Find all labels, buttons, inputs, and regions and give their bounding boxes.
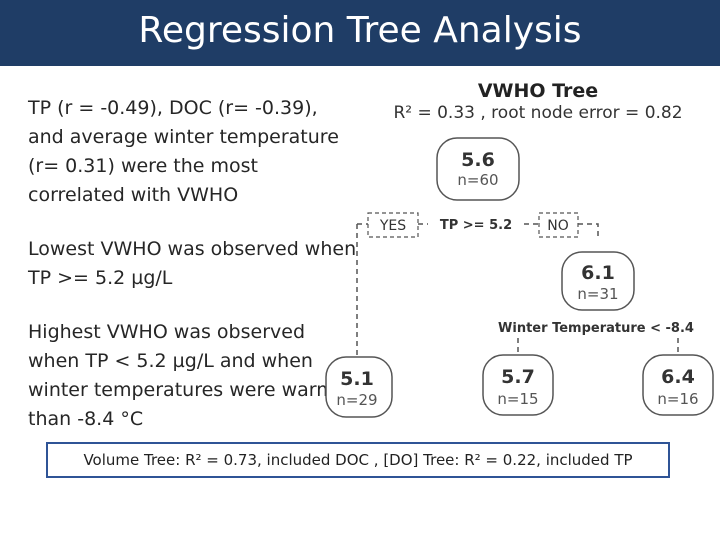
split-winter-temperature-label: Winter Temperature < -8.4 [498,321,694,336]
tree-connectors [356,223,679,380]
middle-leaf-count: n=15 [497,390,538,408]
right-leaf-count: n=16 [657,390,698,408]
split-tp: YES TP >= 5.2 NO [367,212,579,238]
root-count: n=60 [457,171,498,189]
bullet-correlations: TP (r = -0.49), DOC (r= -0.39), and aver… [28,97,339,206]
bullet-lowest-vwho: Lowest VWHO was observed when TP >= 5.2 … [28,238,357,289]
yes-label: YES [379,218,406,234]
tree-subtitle: R² = 0.33 , root node error = 0.82 [393,103,683,123]
split-tp-label: TP >= 5.2 [440,218,512,233]
tree-leaf-right: 6.4 n=16 [642,354,714,416]
tree-node-root: 5.6 n=60 [436,137,520,201]
right-node-value: 6.1 [581,262,615,284]
connector-no-branch [578,223,599,236]
middle-leaf-value: 5.7 [501,366,535,388]
slide-title: Regression Tree Analysis [138,10,582,51]
left-leaf-value: 5.1 [340,368,374,390]
tree-leaf-middle: 5.7 n=15 [482,354,554,416]
tree-leaf-left: 5.1 n=29 [325,356,393,418]
no-label: NO [547,218,569,234]
title-bar: Regression Tree Analysis [0,0,720,66]
bullet-highest-vwho: Highest VWHO was observed when TP < 5.2 … [28,321,355,430]
root-value: 5.6 [461,149,495,171]
left-leaf-count: n=29 [336,391,377,409]
tree-heading: VWHO Tree R² = 0.33 , root node error = … [360,80,716,124]
footer-note: Volume Tree: R² = 0.73, included DOC , [… [46,442,670,478]
tree-node-right: 6.1 n=31 [561,251,635,311]
bullet-list: TP (r = -0.49), DOC (r= -0.39), and aver… [28,94,358,459]
right-leaf-value: 6.4 [661,366,695,388]
tree-title: VWHO Tree [477,80,599,102]
right-node-count: n=31 [577,285,618,303]
